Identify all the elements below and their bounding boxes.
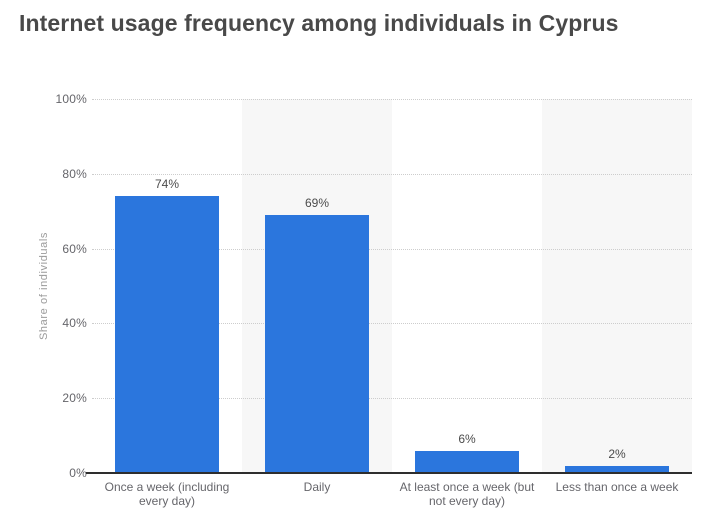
category-label: Daily bbox=[303, 480, 331, 494]
y-tick-label: 80% bbox=[62, 166, 87, 181]
bar-value-label: 69% bbox=[304, 195, 330, 210]
plot-area: 74% 69% 6% 2% bbox=[86, 99, 692, 474]
y-tick-label: 40% bbox=[62, 316, 87, 331]
y-gridline bbox=[92, 323, 692, 325]
bar-value-label: 74% bbox=[154, 177, 180, 192]
bar-2[interactable] bbox=[265, 214, 369, 473]
y-gridline bbox=[92, 398, 692, 400]
y-tick-label: 60% bbox=[62, 241, 87, 256]
category-label: Less than once a week bbox=[555, 480, 679, 494]
y-gridline bbox=[92, 99, 692, 100]
y-tick-label: 20% bbox=[62, 391, 87, 406]
y-gridline bbox=[92, 173, 692, 175]
bar-1[interactable] bbox=[115, 196, 219, 473]
chart-title: Internet usage frequency among individua… bbox=[19, 10, 619, 36]
background-band bbox=[542, 99, 692, 473]
category-label: Once a week (including every day) bbox=[104, 480, 230, 508]
bar-value-label: 2% bbox=[608, 446, 626, 461]
y-tick-label: 0% bbox=[69, 466, 87, 480]
category-label: At least once a week (but not every day) bbox=[399, 480, 535, 508]
bar-4[interactable] bbox=[565, 465, 669, 473]
bar-3[interactable] bbox=[415, 450, 519, 473]
x-axis-line bbox=[86, 472, 692, 474]
y-tick-label: 100% bbox=[55, 92, 87, 106]
y-gridline bbox=[92, 248, 692, 250]
bar-value-label: 6% bbox=[458, 431, 476, 446]
